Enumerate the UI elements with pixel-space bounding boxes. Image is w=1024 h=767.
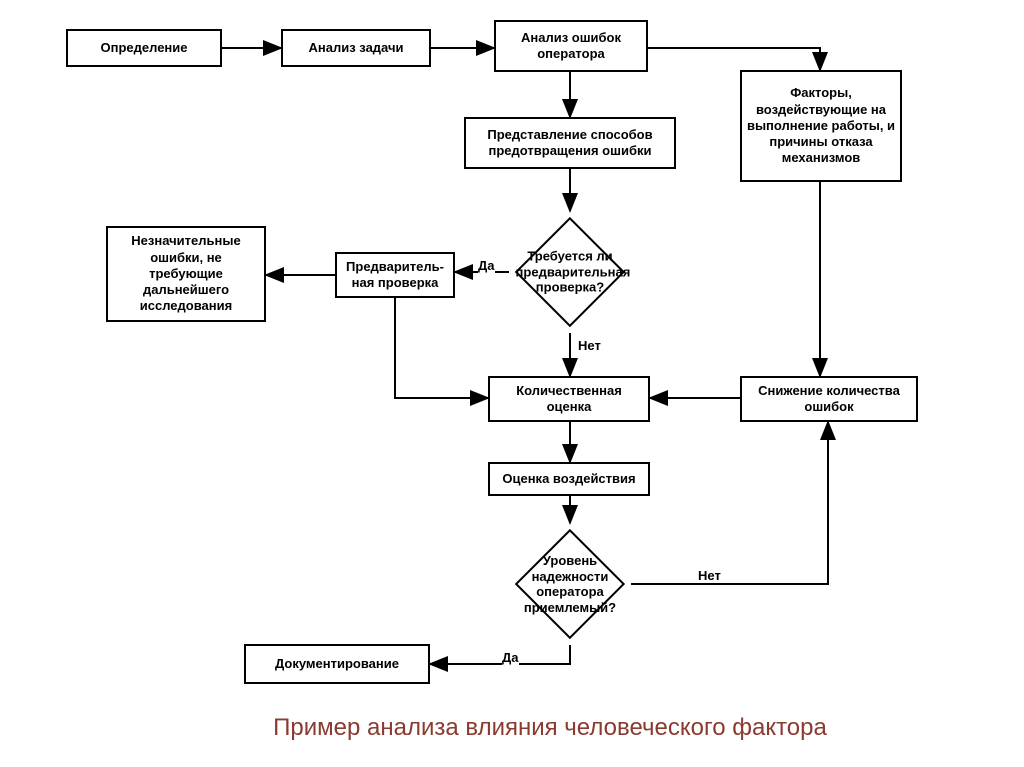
- node-n5: Представление способов предотвращения ош…: [464, 117, 676, 169]
- node-n11: Оценка воздействия: [488, 462, 650, 496]
- node-n8: Незначительные ошибки, не требующие даль…: [106, 226, 266, 322]
- caption: Пример анализа влияния человеческого фак…: [250, 714, 850, 742]
- edge-n12-n13: [430, 645, 570, 664]
- node-n6: Требуется ли предварительная проверка?: [531, 233, 609, 311]
- node-n2: Анализ задачи: [281, 29, 431, 67]
- edge-n12-n10: [631, 422, 828, 584]
- flowchart-canvas: Определение Анализ задачи Анализ ошибок оп…: [0, 0, 1024, 767]
- node-n12: Уровень надежности оператора приемлемый?: [531, 545, 609, 623]
- node-n13: Документирование: [244, 644, 430, 684]
- edge-label-n12-n10: Нет: [698, 568, 721, 583]
- node-n10: Снижение количества ошибок: [740, 376, 918, 422]
- edge-label-n6-n9: Нет: [578, 338, 601, 353]
- edge-n7-n9: [395, 298, 488, 398]
- edge-n3-n4: [648, 48, 820, 70]
- edge-label-n12-n13: Да: [502, 650, 519, 665]
- node-n3: Анализ ошибок оператора: [494, 20, 648, 72]
- node-n9: Количественная оценка: [488, 376, 650, 422]
- edge-label-n6-n7: Да: [478, 258, 495, 273]
- node-n1: Определение: [66, 29, 222, 67]
- node-n4: Факторы, воздействующие на выполнение ра…: [740, 70, 902, 182]
- node-n7: Предваритель- ная проверка: [335, 252, 455, 298]
